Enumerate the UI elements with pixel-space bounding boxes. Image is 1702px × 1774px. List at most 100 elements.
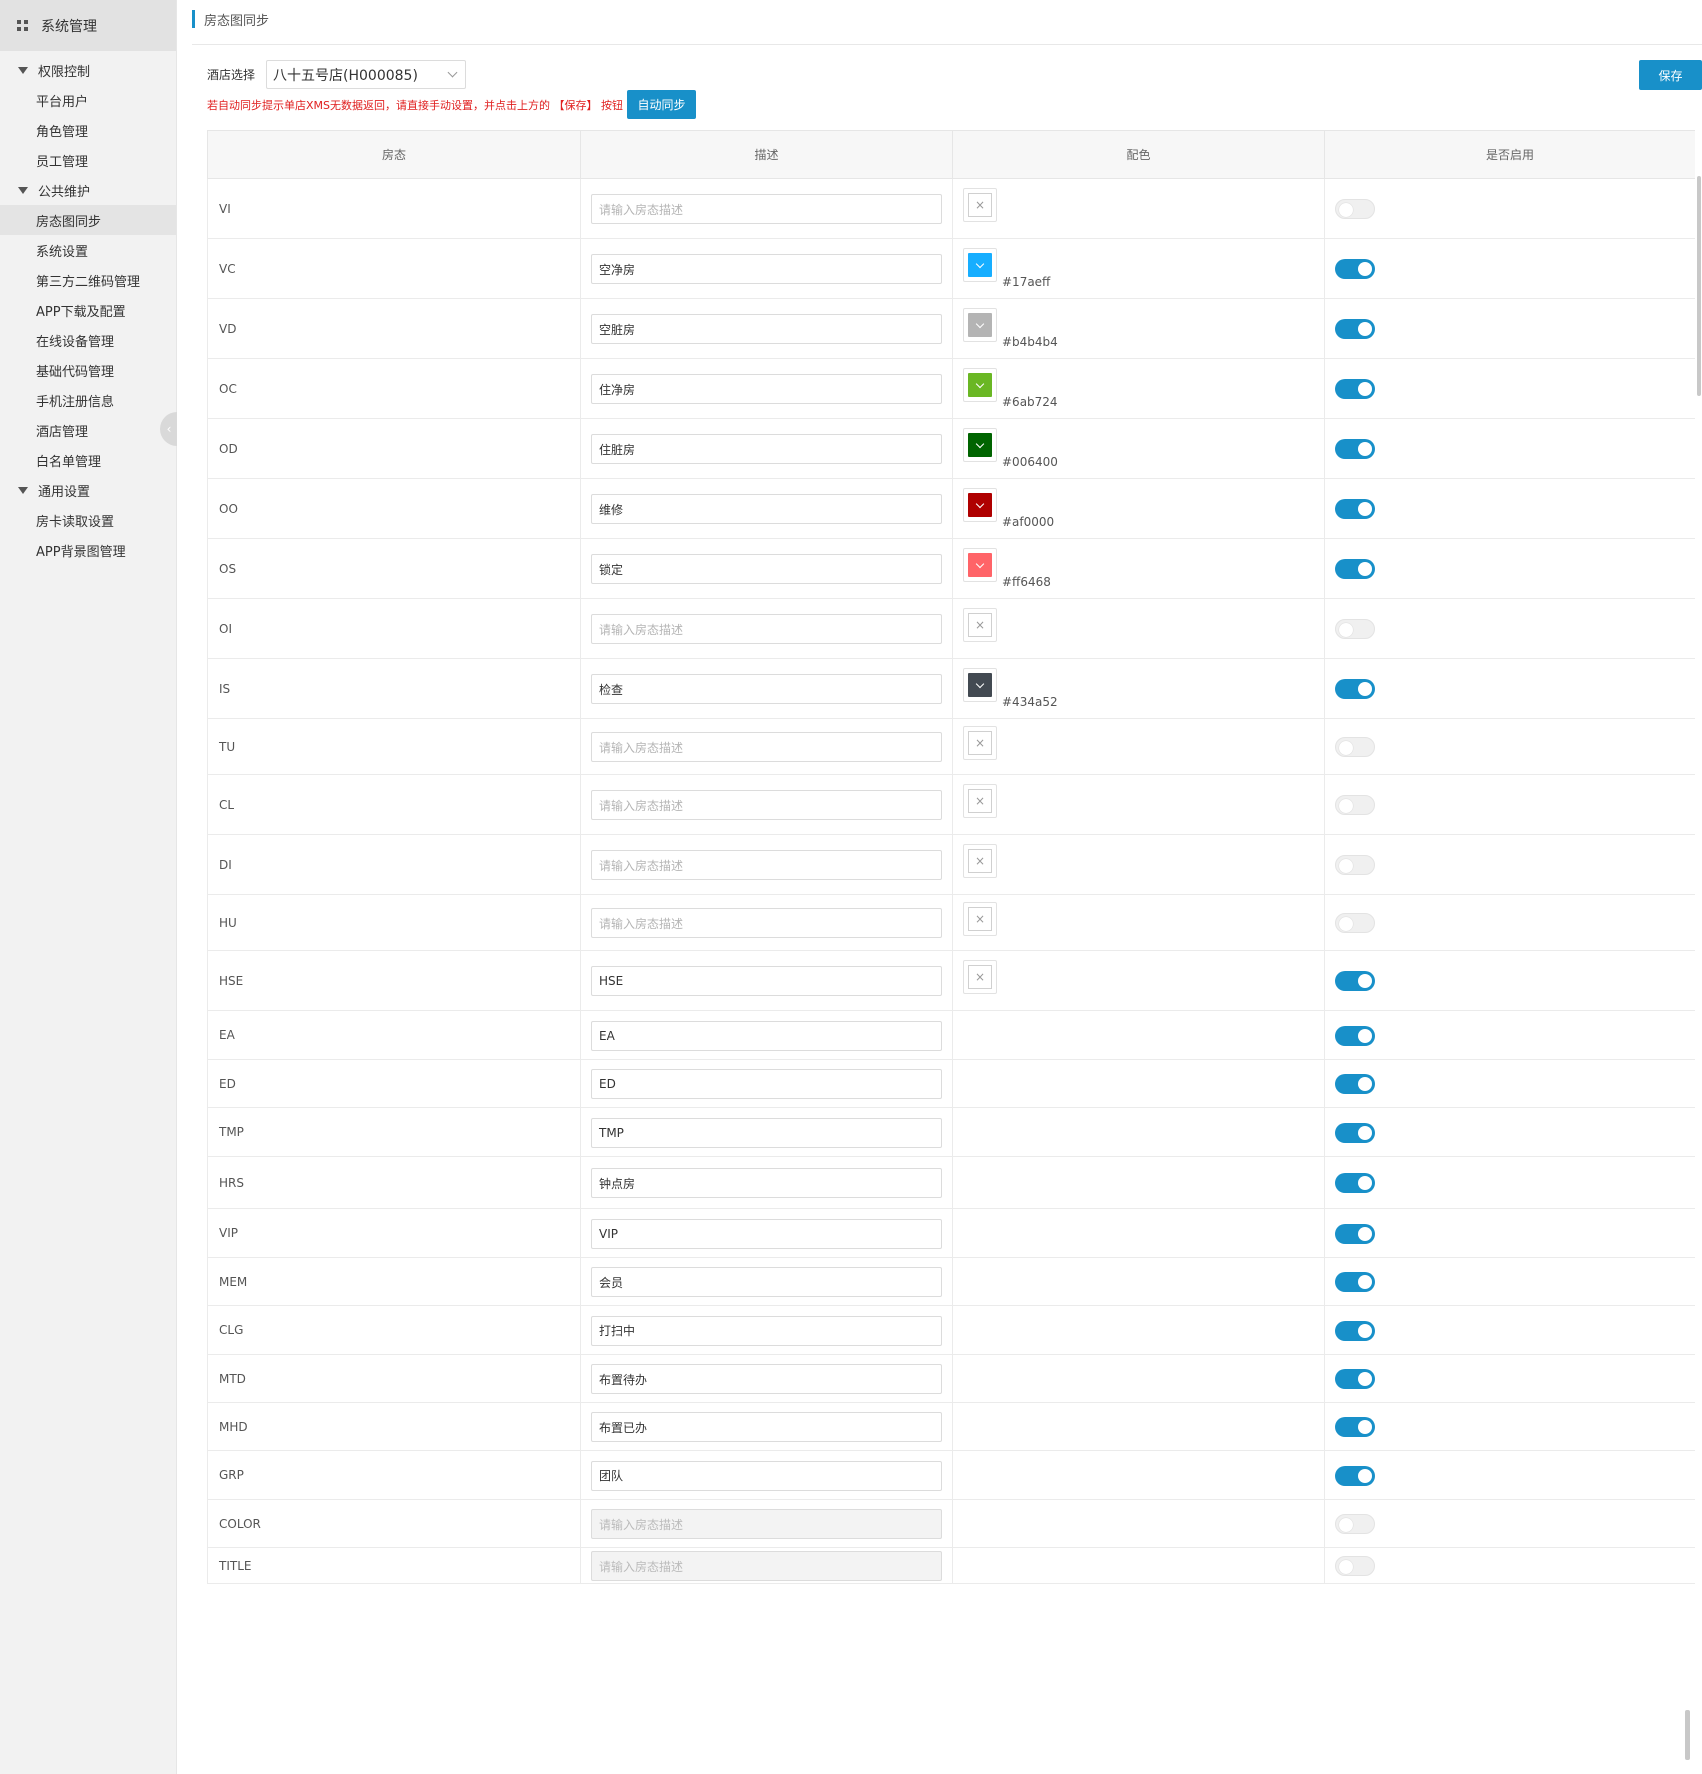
sidebar-item[interactable]: 手机注册信息 xyxy=(36,394,115,410)
enabled-toggle[interactable] xyxy=(1335,1465,1375,1486)
description-input[interactable]: 布置已办 xyxy=(591,1412,942,1442)
enabled-toggle[interactable] xyxy=(1335,499,1375,519)
description-input[interactable]: 住脏房 xyxy=(591,434,942,464)
table-scrollbar[interactable] xyxy=(1697,176,1701,396)
enabled-toggle[interactable] xyxy=(1335,1223,1375,1244)
sidebar-item[interactable]: 白名单管理 xyxy=(36,454,102,470)
sidebar-item[interactable]: 房卡读取设置 xyxy=(36,514,115,530)
color-picker[interactable]: × xyxy=(963,608,997,642)
description-cell: 请输入房态描述 xyxy=(580,835,952,894)
description-input[interactable]: 维修 xyxy=(591,494,942,524)
page-scrollbar[interactable] xyxy=(1685,1710,1690,1760)
description-input[interactable]: 住净房 xyxy=(591,374,942,404)
enabled-toggle[interactable] xyxy=(1335,1025,1375,1046)
status-code: CLG xyxy=(207,1306,580,1354)
description-input[interactable]: 空净房 xyxy=(591,254,942,284)
enabled-toggle[interactable] xyxy=(1335,1320,1375,1341)
enabled-toggle[interactable] xyxy=(1335,737,1375,757)
chevron-down-icon xyxy=(975,379,985,388)
color-picker[interactable] xyxy=(963,308,997,342)
description-input[interactable]: 请输入房态描述 xyxy=(591,614,942,644)
enabled-toggle[interactable] xyxy=(1335,1173,1375,1193)
sidebar-group[interactable]: 权限控制 xyxy=(0,55,176,85)
sidebar-item[interactable]: 系统设置 xyxy=(36,244,89,260)
color-picker[interactable]: × xyxy=(963,844,997,878)
description-input[interactable]: 请输入房态描述 xyxy=(591,908,942,938)
enabled-toggle[interactable] xyxy=(1335,1272,1375,1292)
color-cell: × xyxy=(952,951,1324,1010)
enabled-toggle[interactable] xyxy=(1335,795,1375,815)
sidebar-item[interactable]: 房态图同步 xyxy=(0,205,176,235)
enabled-cell xyxy=(1324,239,1695,298)
enabled-toggle[interactable] xyxy=(1335,913,1375,933)
description-input[interactable]: EA xyxy=(591,1020,942,1051)
sidebar-item[interactable]: 酒店管理 xyxy=(36,424,89,440)
description-input[interactable]: 空脏房 xyxy=(591,314,942,344)
enabled-toggle[interactable] xyxy=(1335,319,1375,339)
enabled-toggle[interactable] xyxy=(1335,1369,1375,1389)
description-input[interactable]: 团队 xyxy=(591,1460,942,1491)
color-picker[interactable] xyxy=(963,488,997,522)
enabled-toggle[interactable] xyxy=(1335,1417,1375,1437)
sidebar-item[interactable]: APP背景图管理 xyxy=(36,544,126,560)
sidebar-item[interactable]: 第三方二维码管理 xyxy=(36,274,141,290)
color-picker[interactable]: × xyxy=(963,726,997,760)
color-picker[interactable] xyxy=(963,548,997,582)
enabled-toggle[interactable] xyxy=(1335,1122,1375,1143)
enabled-toggle[interactable] xyxy=(1335,855,1375,875)
sidebar-item[interactable]: APP下载及配置 xyxy=(36,304,126,320)
enabled-toggle[interactable] xyxy=(1335,199,1375,219)
enabled-toggle[interactable] xyxy=(1335,1074,1375,1094)
color-picker[interactable]: × xyxy=(963,188,997,222)
toggle-knob xyxy=(1358,442,1372,456)
sidebar-header[interactable]: 系统管理 xyxy=(0,0,176,51)
description-input[interactable]: 打扫中 xyxy=(591,1315,942,1346)
save-button[interactable]: 保存 xyxy=(1639,60,1702,90)
description-cell: 维修 xyxy=(580,479,952,538)
color-picker[interactable]: × xyxy=(963,784,997,818)
description-input[interactable]: 会员 xyxy=(591,1267,942,1297)
enabled-toggle[interactable] xyxy=(1335,439,1375,459)
description-input[interactable]: 请输入房态描述 xyxy=(591,194,942,224)
sidebar-collapse-button[interactable]: ‹ xyxy=(160,412,178,446)
hotel-select[interactable]: 八十五号店(H000085) xyxy=(266,60,467,89)
color-picker[interactable] xyxy=(963,668,997,702)
enabled-toggle[interactable] xyxy=(1335,559,1375,579)
enabled-toggle[interactable] xyxy=(1335,379,1375,399)
color-picker[interactable] xyxy=(963,368,997,402)
toggle-knob xyxy=(1358,1275,1372,1289)
description-input[interactable]: 锁定 xyxy=(591,554,942,584)
auto-sync-button[interactable]: 自动同步 xyxy=(627,90,696,119)
sidebar-item[interactable]: 在线设备管理 xyxy=(36,334,115,350)
description-input[interactable]: VIP xyxy=(591,1218,942,1249)
enabled-toggle[interactable] xyxy=(1335,619,1375,639)
description-cell: 请输入房态描述 xyxy=(580,895,952,950)
sidebar-item[interactable]: 员工管理 xyxy=(36,154,89,170)
sidebar-item[interactable]: 角色管理 xyxy=(36,124,89,140)
enabled-cell xyxy=(1324,479,1695,538)
color-picker[interactable] xyxy=(963,428,997,462)
status-code: OO xyxy=(207,479,580,538)
description-input[interactable]: 钟点房 xyxy=(591,1168,942,1198)
description-input[interactable]: 检查 xyxy=(591,674,942,704)
description-input[interactable]: HSE xyxy=(591,966,942,996)
sidebar-item[interactable]: 平台用户 xyxy=(36,94,89,110)
description-input[interactable]: 请输入房态描述 xyxy=(591,790,942,820)
toggle-knob xyxy=(1339,859,1353,873)
enabled-toggle[interactable] xyxy=(1335,679,1375,699)
description-input[interactable]: 布置待办 xyxy=(591,1364,942,1394)
sidebar-group[interactable]: 通用设置 xyxy=(0,475,176,505)
color-picker[interactable] xyxy=(963,248,997,282)
color-picker[interactable]: × xyxy=(963,960,997,994)
description-input[interactable]: 请输入房态描述 xyxy=(591,850,942,880)
status-code: MHD xyxy=(207,1403,580,1450)
description-input[interactable]: 请输入房态描述 xyxy=(591,732,942,762)
description-input[interactable]: TMP xyxy=(591,1117,942,1148)
description-input[interactable]: ED xyxy=(591,1069,942,1099)
sidebar-group[interactable]: 公共维护 xyxy=(0,175,176,205)
sidebar-item[interactable]: 基础代码管理 xyxy=(36,364,115,380)
column-header-description: 描述 xyxy=(580,131,952,178)
enabled-toggle[interactable] xyxy=(1335,971,1375,991)
enabled-toggle[interactable] xyxy=(1335,259,1375,279)
color-picker[interactable]: × xyxy=(963,902,997,936)
